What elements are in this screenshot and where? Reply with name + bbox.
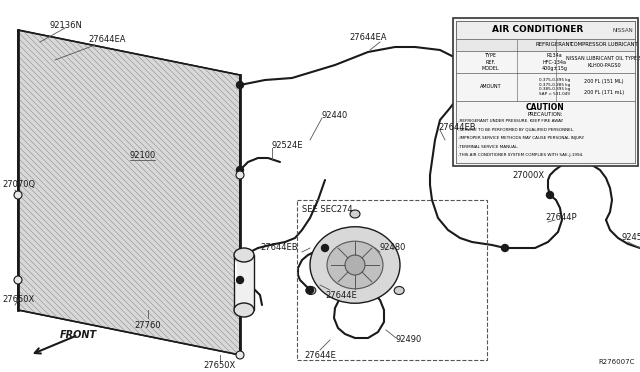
Circle shape: [14, 276, 22, 284]
Text: NISSAN: NISSAN: [612, 28, 633, 32]
Text: 92450: 92450: [622, 234, 640, 243]
Text: 27760: 27760: [134, 321, 161, 330]
Text: 27000X: 27000X: [512, 170, 544, 180]
Text: FRONT: FRONT: [60, 330, 97, 340]
Text: 200 FL (151 ML)

200 FL (171 mL): 200 FL (151 ML) 200 FL (171 mL): [584, 79, 624, 95]
Bar: [456, 21, 635, 163]
Text: 92524E: 92524E: [272, 141, 303, 150]
Text: AMOUNT: AMOUNT: [479, 84, 501, 90]
Text: PRECAUTION:: PRECAUTION:: [528, 112, 563, 118]
Ellipse shape: [234, 303, 254, 317]
Bar: [456, 51, 635, 73]
Ellipse shape: [310, 227, 400, 303]
Text: 27644EA: 27644EA: [349, 33, 387, 42]
Text: 92100: 92100: [130, 151, 156, 160]
Text: 0.375-0.395 kg
0.375-0.385 kg
0.385-0.395 kg
SAP = 531.049: 0.375-0.395 kg 0.375-0.385 kg 0.385-0.39…: [539, 78, 570, 96]
Bar: [234, 255, 254, 310]
Circle shape: [237, 167, 243, 173]
Bar: [456, 39, 635, 51]
Text: 27644EB: 27644EB: [260, 244, 298, 253]
Ellipse shape: [350, 210, 360, 218]
Text: AIR CONDITIONER: AIR CONDITIONER: [492, 26, 583, 35]
Circle shape: [236, 351, 244, 359]
Text: 27644EA: 27644EA: [88, 35, 125, 45]
Circle shape: [547, 192, 554, 199]
Circle shape: [307, 286, 314, 294]
Text: R134a
HFC-134a
400g±15g: R134a HFC-134a 400g±15g: [541, 53, 568, 71]
Text: 92480: 92480: [380, 244, 406, 253]
Text: SEE SEC274: SEE SEC274: [302, 205, 353, 215]
Circle shape: [321, 244, 328, 251]
Text: 27644P: 27644P: [545, 214, 577, 222]
Text: -IMPROPER SERVICE METHODS MAY CAUSE PERSONAL INJURY.: -IMPROPER SERVICE METHODS MAY CAUSE PERS…: [458, 136, 584, 140]
Ellipse shape: [234, 248, 254, 262]
Text: 27644E: 27644E: [325, 291, 356, 299]
Ellipse shape: [306, 286, 316, 295]
Circle shape: [345, 255, 365, 275]
Polygon shape: [18, 30, 240, 355]
Text: 27650X: 27650X: [204, 360, 236, 369]
Text: R276007C: R276007C: [598, 359, 635, 365]
Text: 92136N: 92136N: [50, 20, 83, 29]
Text: NISSAN LUBRICANT OIL TYPE S
KLH00-PAGS0: NISSAN LUBRICANT OIL TYPE S KLH00-PAGS0: [566, 57, 640, 68]
Text: -TERMINAL SERVICE MANUAL.: -TERMINAL SERVICE MANUAL.: [458, 144, 518, 148]
Ellipse shape: [327, 241, 383, 289]
Text: 27644EB: 27644EB: [438, 124, 476, 132]
Bar: [453, 18, 638, 166]
Text: COMPRESSOR LUBRICANT: COMPRESSOR LUBRICANT: [570, 42, 638, 48]
Bar: [456, 73, 635, 101]
Circle shape: [237, 276, 243, 283]
Text: 27644E: 27644E: [304, 350, 336, 359]
Ellipse shape: [394, 286, 404, 295]
Bar: [456, 21, 635, 39]
Circle shape: [502, 244, 509, 251]
Text: -REFRIGERANT UNDER PRESSURE. KEEP FIRE AWAY.: -REFRIGERANT UNDER PRESSURE. KEEP FIRE A…: [458, 119, 563, 123]
Text: 92490: 92490: [395, 336, 421, 344]
Circle shape: [14, 191, 22, 199]
Text: CAUTION: CAUTION: [526, 103, 565, 112]
Text: 92440: 92440: [322, 110, 348, 119]
Text: -SERVICE TO BE PERFORMED BY QUALIFIED PERSONNEL.: -SERVICE TO BE PERFORMED BY QUALIFIED PE…: [458, 128, 574, 131]
Text: 27070Q: 27070Q: [2, 180, 35, 189]
Text: TYPE
REF.
MODEL: TYPE REF. MODEL: [481, 53, 499, 71]
Bar: [456, 101, 635, 163]
Circle shape: [237, 81, 243, 89]
Text: REFRIGERANT: REFRIGERANT: [536, 42, 573, 48]
Text: -THIS AIR CONDITIONER SYSTEM COMPLIES WITH SAE-J-1994.: -THIS AIR CONDITIONER SYSTEM COMPLIES WI…: [458, 153, 584, 157]
Circle shape: [236, 171, 244, 179]
Text: 27650X: 27650X: [2, 295, 35, 305]
Bar: [297, 200, 487, 360]
